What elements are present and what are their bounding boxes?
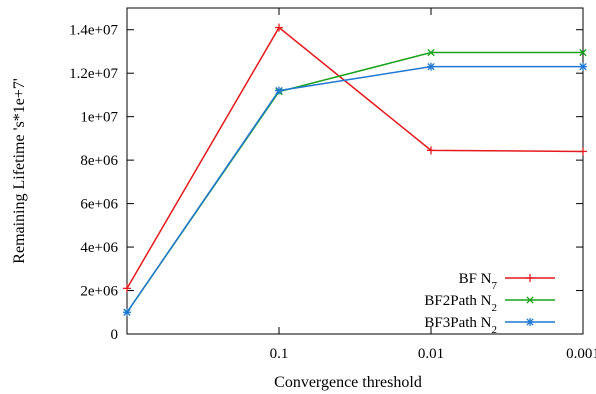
data-point (427, 146, 435, 155)
legend-marker (526, 274, 534, 282)
y-tick-label: 2e+06 (80, 284, 118, 300)
data-point (579, 48, 587, 57)
data-point (123, 284, 131, 293)
series-layer (123, 23, 587, 317)
y-axis: 0 2e+06 4e+06 6e+06 8e+06 1e+07 1.2e+07 1.4e+07 (69, 23, 583, 343)
legend-marker (526, 296, 534, 304)
x-tick-label: 0.1 (270, 346, 289, 362)
data-point (275, 86, 283, 95)
x-axis-title: Convergence threshold (274, 374, 422, 391)
series-line (126, 51, 583, 313)
data-point (579, 62, 587, 71)
legend-label: BF2Path N2 (424, 293, 497, 314)
y-tick-label: 4e+06 (80, 240, 118, 256)
x-tick-label: 0.001 (566, 346, 596, 362)
legend-label: BF N7 (459, 271, 498, 292)
series-line (126, 65, 583, 313)
y-tick-label: 0 (111, 327, 119, 343)
data-point (427, 48, 435, 57)
y-tick-label: 1e+07 (80, 110, 118, 126)
data-point (579, 147, 587, 156)
data-point (427, 62, 435, 71)
data-point (123, 308, 131, 317)
y-tick-label: 8e+06 (80, 153, 118, 169)
series-line (126, 26, 584, 289)
y-tick-label: 6e+06 (80, 197, 118, 213)
y-tick-label: 1.4e+07 (69, 23, 118, 39)
legend-marker (526, 318, 534, 326)
x-axis: 0.1 0.01 0.001 (270, 8, 596, 362)
y-axis-title: Remaining Lifetime 's*1e+7' (11, 78, 28, 264)
x-tick-label: 0.01 (418, 346, 444, 362)
legend-label: BF3Path N2 (424, 315, 497, 336)
data-point (275, 23, 283, 32)
y-tick-label: 1.2e+07 (69, 66, 118, 82)
plot-frame (126, 7, 584, 335)
